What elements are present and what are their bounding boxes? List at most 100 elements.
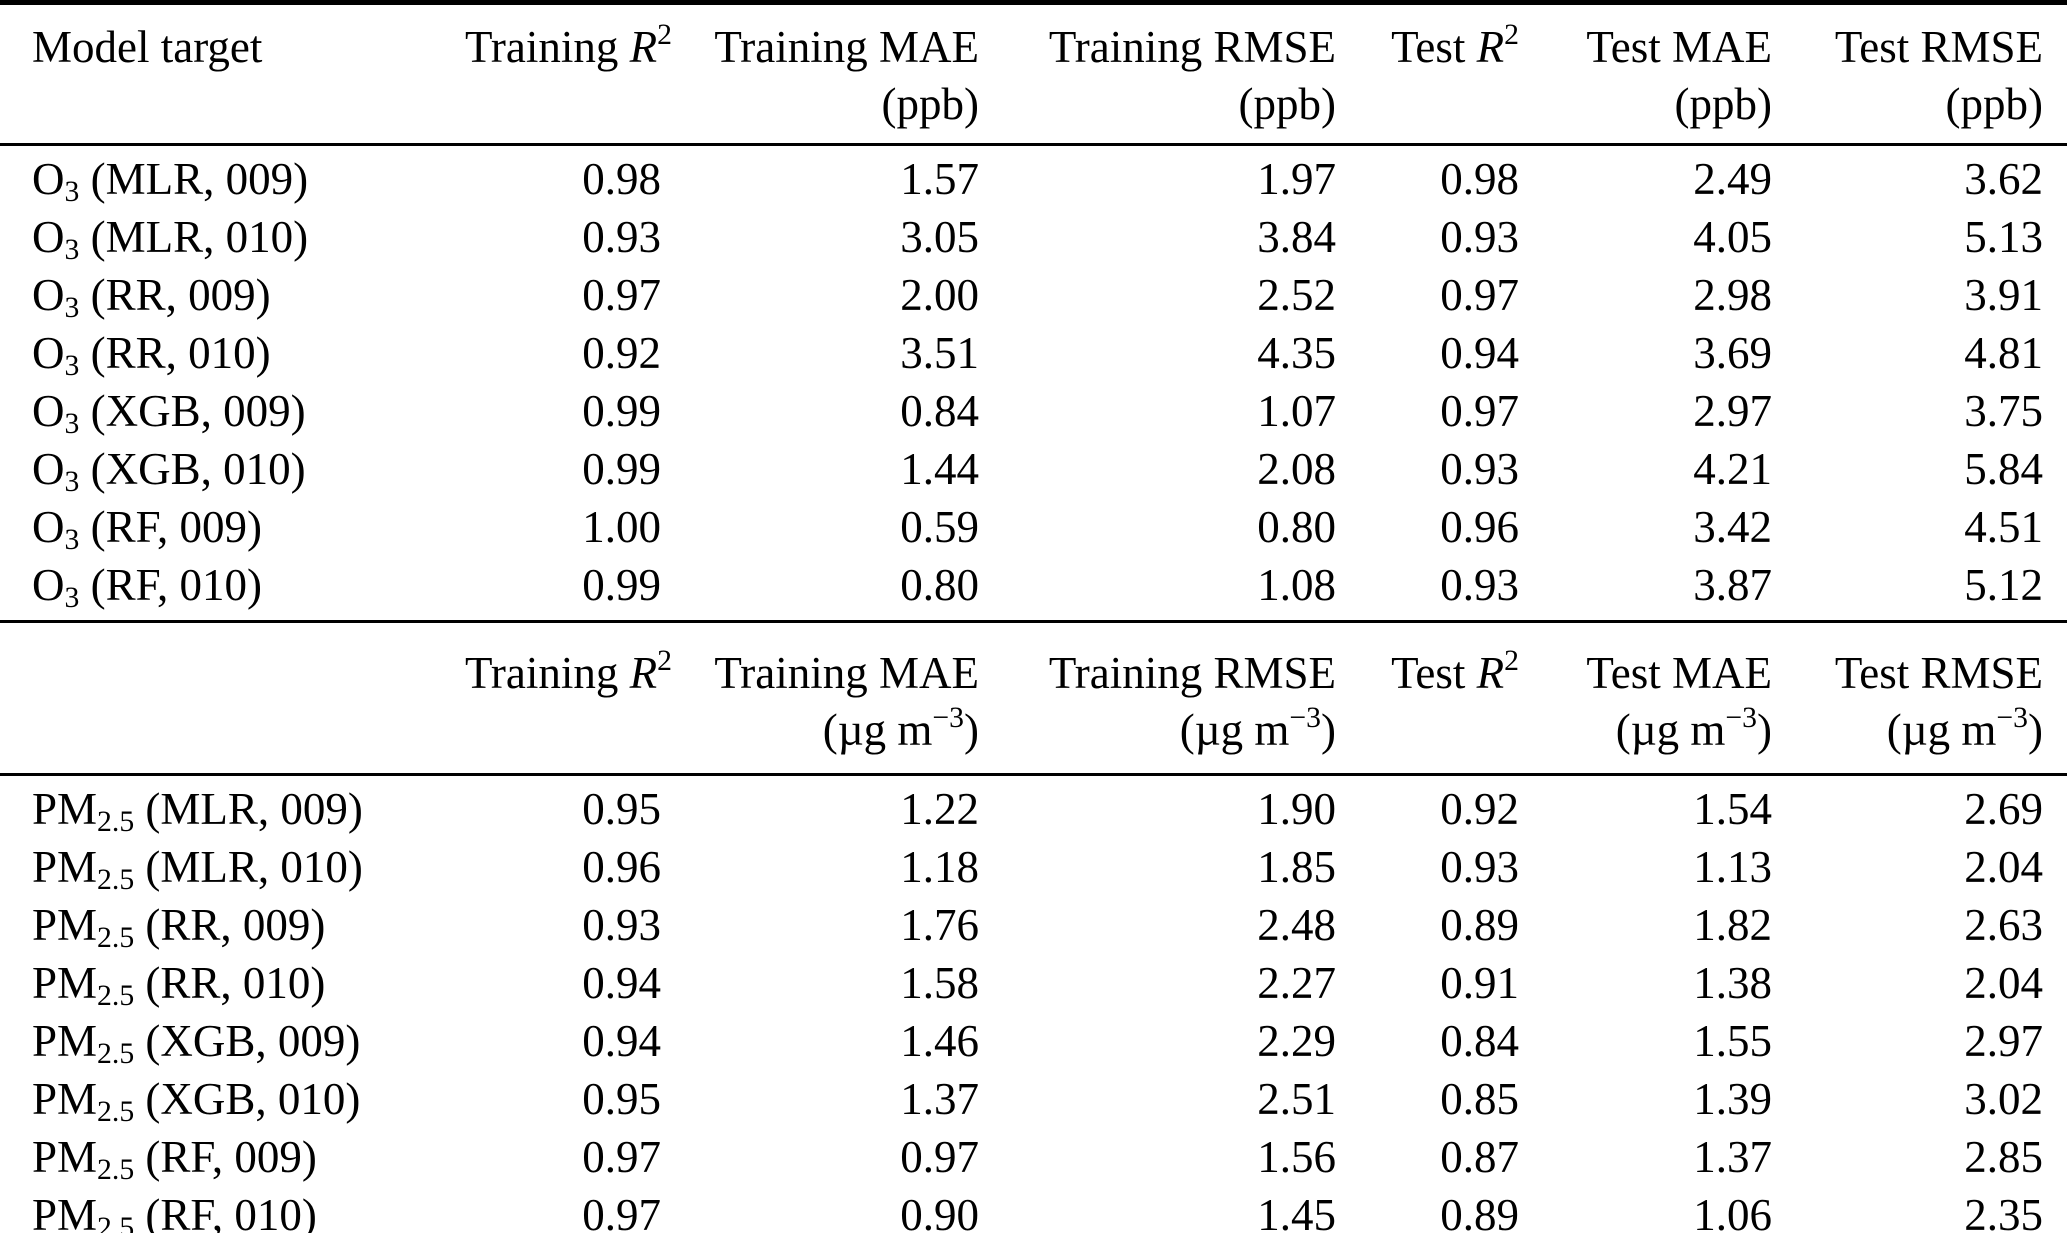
table-row: PM2.5 (MLR, 010) 0.96 1.18 1.85 0.93 1.1… — [0, 838, 2067, 896]
header-title: Test R2 — [1391, 644, 1519, 698]
cell-test-r2: 0.96 — [1440, 502, 1519, 552]
cell-training-r2: 0.99 — [582, 386, 661, 436]
cell-training-rmse: 2.27 — [1257, 958, 1336, 1008]
cell-test-rmse: 3.75 — [1964, 386, 2043, 436]
table-row: O3 (RF, 010) 0.99 0.80 1.08 0.93 3.87 5.… — [0, 556, 2067, 622]
header-title: Training R2 — [465, 18, 672, 72]
cell-training-rmse: 1.45 — [1257, 1190, 1336, 1233]
header-title: Test MAE — [1586, 648, 1772, 698]
cell-test-rmse: 2.04 — [1964, 958, 2043, 1008]
cell-test-mae: 1.37 — [1693, 1132, 1772, 1182]
cell-test-rmse: 4.81 — [1964, 328, 2043, 378]
cell-test-rmse: 3.02 — [1964, 1074, 2043, 1124]
header-band-o3: Model target Training R2 Training MAE (p… — [0, 3, 2067, 145]
cell-training-mae: 1.37 — [900, 1074, 979, 1124]
cell-test-rmse: 5.12 — [1964, 560, 2043, 610]
header-title: Test MAE — [1586, 22, 1772, 72]
header-title — [32, 645, 465, 702]
cell-training-rmse: 1.56 — [1257, 1132, 1336, 1182]
o3-rows-section: O3 (MLR, 009) 0.98 1.57 1.97 0.98 2.49 3… — [0, 145, 2067, 622]
row-label: O3 (RR, 010) — [32, 328, 271, 382]
row-label: O3 (XGB, 010) — [32, 444, 306, 498]
cell-training-rmse: 1.07 — [1257, 386, 1336, 436]
cell-training-mae: 3.05 — [900, 212, 979, 262]
cell-test-mae: 1.06 — [1693, 1190, 1772, 1233]
header-empty-corner — [0, 622, 465, 775]
header-training-rmse: Training RMSE (ppb) — [979, 3, 1336, 145]
table-row: O3 (MLR, 010) 0.93 3.05 3.84 0.93 4.05 5… — [0, 208, 2067, 266]
cell-training-mae: 1.57 — [900, 154, 979, 204]
cell-test-mae: 2.49 — [1693, 154, 1772, 204]
cell-test-rmse: 2.97 — [1964, 1016, 2043, 1066]
row-label: O3 (XGB, 009) — [32, 386, 306, 440]
table-row: O3 (XGB, 010) 0.99 1.44 2.08 0.93 4.21 5… — [0, 440, 2067, 498]
cell-training-rmse: 1.08 — [1257, 560, 1336, 610]
cell-test-r2: 0.91 — [1440, 958, 1519, 1008]
cell-test-r2: 0.97 — [1440, 386, 1519, 436]
header-title: Test RMSE — [1834, 648, 2043, 698]
cell-test-r2: 0.93 — [1440, 444, 1519, 494]
cell-test-r2: 0.93 — [1440, 560, 1519, 610]
cell-training-mae: 1.44 — [900, 444, 979, 494]
table-row: O3 (RR, 010) 0.92 3.51 4.35 0.94 3.69 4.… — [0, 324, 2067, 382]
header-unit: (ppb) — [1945, 79, 2043, 129]
cell-training-r2: 0.97 — [582, 1190, 661, 1233]
cell-training-mae: 0.80 — [900, 560, 979, 610]
row-label: PM2.5 (XGB, 010) — [32, 1074, 361, 1128]
cell-test-mae: 1.82 — [1693, 900, 1772, 950]
cell-training-r2: 1.00 — [582, 502, 661, 552]
header-title: Test R2 — [1391, 18, 1519, 72]
cell-test-rmse: 2.69 — [1964, 784, 2043, 834]
header-unit — [1336, 76, 1519, 133]
cell-training-mae: 1.46 — [900, 1016, 979, 1066]
cell-training-mae: 0.90 — [900, 1190, 979, 1233]
row-label: PM2.5 (MLR, 009) — [32, 784, 363, 838]
cell-test-mae: 1.54 — [1693, 784, 1772, 834]
header-test-mae: Test MAE (ppb) — [1519, 3, 1772, 145]
cell-training-r2: 0.92 — [582, 328, 661, 378]
header-unit: (µg m−3) — [1179, 701, 1336, 755]
cell-training-r2: 0.97 — [582, 270, 661, 320]
cell-test-mae: 3.42 — [1693, 502, 1772, 552]
header-band-pm25: Training R2 Training MAE (µg m−3) Traini… — [0, 622, 2067, 775]
header-unit — [465, 702, 661, 759]
header-title: Test RMSE — [1834, 22, 2043, 72]
cell-training-rmse: 2.52 — [1257, 270, 1336, 320]
row-label: PM2.5 (MLR, 010) — [32, 842, 363, 896]
cell-training-rmse: 1.97 — [1257, 154, 1336, 204]
row-label: PM2.5 (RR, 010) — [32, 958, 326, 1012]
cell-test-mae: 3.87 — [1693, 560, 1772, 610]
cell-test-r2: 0.98 — [1440, 154, 1519, 204]
cell-training-mae: 0.59 — [900, 502, 979, 552]
table-row: O3 (MLR, 009) 0.98 1.57 1.97 0.98 2.49 3… — [0, 145, 2067, 209]
cell-training-rmse: 0.80 — [1257, 502, 1336, 552]
cell-test-rmse: 2.35 — [1964, 1190, 2043, 1233]
cell-training-rmse: 4.35 — [1257, 328, 1336, 378]
cell-training-rmse: 3.84 — [1257, 212, 1336, 262]
header-training-r2: Training R2 — [465, 622, 672, 775]
header-test-rmse: Test RMSE (ppb) — [1772, 3, 2067, 145]
header-row-o3: Model target Training R2 Training MAE (p… — [0, 3, 2067, 145]
cell-test-r2: 0.93 — [1440, 212, 1519, 262]
header-training-rmse: Training RMSE (µg m−3) — [979, 622, 1336, 775]
cell-training-mae: 1.58 — [900, 958, 979, 1008]
header-unit — [1336, 702, 1519, 759]
cell-test-mae: 2.97 — [1693, 386, 1772, 436]
cell-test-rmse: 3.91 — [1964, 270, 2043, 320]
header-title: Model target — [32, 22, 263, 72]
table-row: PM2.5 (XGB, 010) 0.95 1.37 2.51 0.85 1.3… — [0, 1070, 2067, 1128]
cell-training-mae: 1.22 — [900, 784, 979, 834]
header-unit: (ppb) — [881, 79, 979, 129]
header-unit: (µg m−3) — [1615, 701, 1772, 755]
header-test-r2: Test R2 — [1336, 622, 1519, 775]
cell-training-mae: 1.18 — [900, 842, 979, 892]
table-row: O3 (RR, 009) 0.97 2.00 2.52 0.97 2.98 3.… — [0, 266, 2067, 324]
header-unit: (ppb) — [1238, 79, 1336, 129]
row-label: O3 (RF, 010) — [32, 560, 263, 614]
header-row-pm25: Training R2 Training MAE (µg m−3) Traini… — [0, 622, 2067, 775]
row-label: O3 (RF, 009) — [32, 502, 263, 556]
table-row: PM2.5 (RF, 009) 0.97 0.97 1.56 0.87 1.37… — [0, 1128, 2067, 1186]
cell-training-r2: 0.93 — [582, 900, 661, 950]
cell-test-mae: 4.21 — [1693, 444, 1772, 494]
